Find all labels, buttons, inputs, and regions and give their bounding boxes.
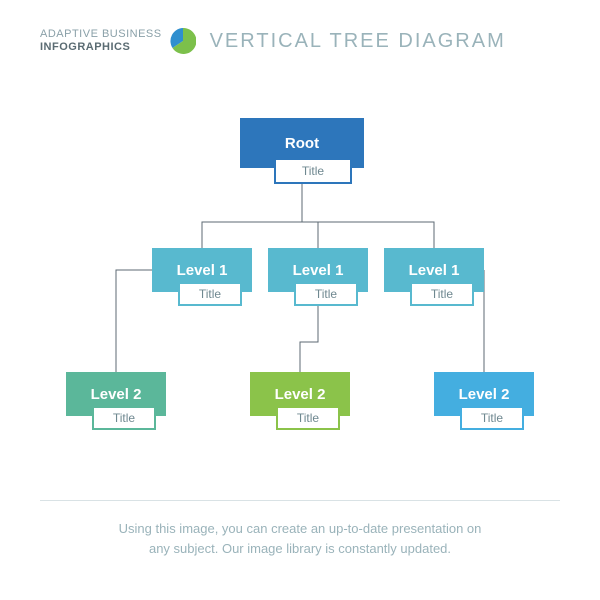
node-sublabel: Title bbox=[294, 282, 358, 306]
node-label: Level 1 bbox=[152, 248, 252, 292]
edge-l1a-l2a bbox=[116, 270, 152, 372]
node-label: Level 2 bbox=[250, 372, 350, 416]
node-sublabel: Title bbox=[276, 406, 340, 430]
tree-node-root: RootTitle bbox=[240, 118, 364, 168]
tree-node-l1c: Level 1Title bbox=[384, 248, 484, 292]
header: ADAPTIVE BUSINESS INFOGRAPHICS VERTICAL … bbox=[0, 0, 600, 54]
footer-line1: Using this image, you can create an up-t… bbox=[40, 519, 560, 539]
page-title: VERTICAL TREE DIAGRAM bbox=[210, 30, 506, 53]
node-label: Level 1 bbox=[268, 248, 368, 292]
tree-node-l1a: Level 1Title bbox=[152, 248, 252, 292]
tree-node-l2b: Level 2Title bbox=[250, 372, 350, 416]
edge-root-l1b bbox=[302, 168, 318, 248]
node-sublabel: Title bbox=[460, 406, 524, 430]
tree-node-l2c: Level 2Title bbox=[434, 372, 534, 416]
tree-node-l1b: Level 1Title bbox=[268, 248, 368, 292]
brand-text: ADAPTIVE BUSINESS INFOGRAPHICS bbox=[40, 28, 162, 53]
node-sublabel: Title bbox=[274, 158, 352, 184]
footer-text: Using this image, you can create an up-t… bbox=[40, 500, 560, 558]
edge-root-l1c bbox=[302, 168, 434, 248]
node-label: Root bbox=[240, 118, 364, 168]
tree-node-l2a: Level 2Title bbox=[66, 372, 166, 416]
node-sublabel: Title bbox=[178, 282, 242, 306]
node-label: Level 2 bbox=[434, 372, 534, 416]
node-label: Level 2 bbox=[66, 372, 166, 416]
footer-line2: any subject. Our image library is consta… bbox=[40, 539, 560, 559]
edge-root-l1a bbox=[202, 168, 302, 248]
brand: ADAPTIVE BUSINESS INFOGRAPHICS bbox=[40, 28, 196, 54]
node-label: Level 1 bbox=[384, 248, 484, 292]
brand-line1: ADAPTIVE BUSINESS bbox=[40, 28, 162, 41]
node-sublabel: Title bbox=[92, 406, 156, 430]
node-sublabel: Title bbox=[410, 282, 474, 306]
brand-line2: INFOGRAPHICS bbox=[40, 41, 162, 54]
edge-l1b-l2b bbox=[300, 292, 318, 372]
pie-logo-icon bbox=[170, 28, 196, 54]
